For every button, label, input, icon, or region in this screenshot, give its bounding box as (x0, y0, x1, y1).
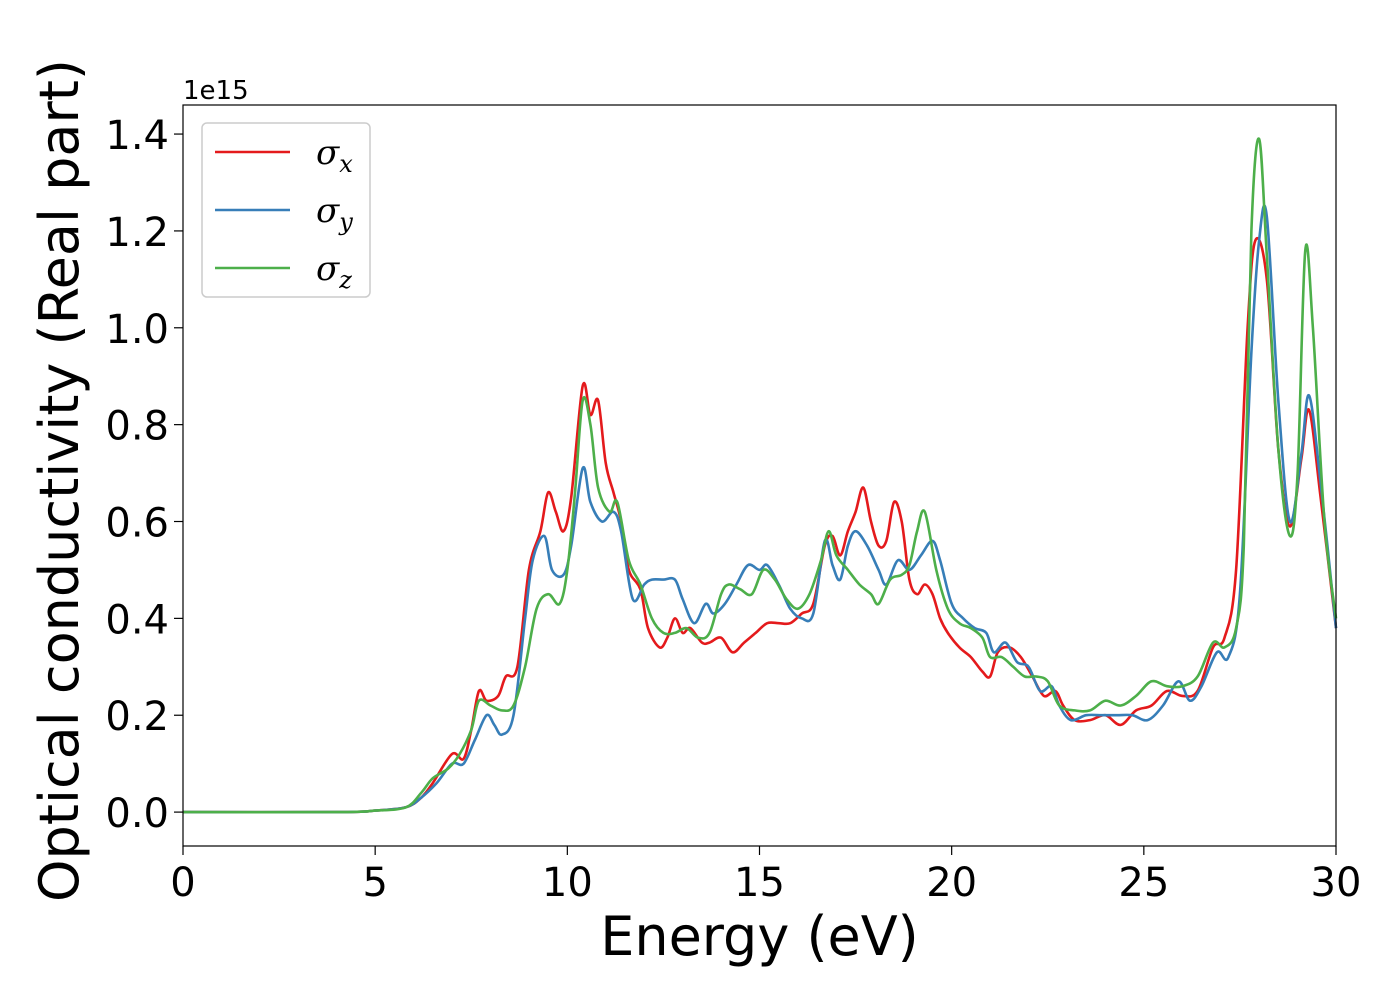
series-line-z (182, 137, 1338, 814)
series-layer (182, 137, 1338, 814)
legend-label-z: σz (316, 249, 352, 294)
x-tick-label: 30 (1311, 860, 1362, 906)
y-tick-label: 1.4 (105, 113, 169, 159)
y-tick-label: 0.0 (105, 791, 169, 837)
y-tick-label: 0.6 (105, 501, 169, 547)
y-tick-label: 1.2 (105, 210, 169, 256)
x-tick-label: 15 (734, 860, 785, 906)
series-line-x (182, 237, 1338, 814)
y-tick-label: 0.8 (105, 404, 169, 450)
legend-label-y: σy (316, 191, 353, 236)
series-line-y (182, 204, 1338, 814)
y-axis-title: Optical conductivity (Real part) (28, 59, 91, 902)
x-tick-label: 0 (170, 860, 195, 906)
x-tick-label: 5 (362, 860, 387, 906)
legend: σx σy σz (201, 122, 371, 298)
x-tick-label: 20 (926, 860, 977, 906)
y-tick-label: 1.0 (105, 307, 169, 353)
y-tick-label: 0.4 (105, 597, 169, 643)
x-tick-label: 10 (542, 860, 593, 906)
y-tick-label: 0.2 (105, 694, 169, 740)
x-axis-title: Energy (eV) (600, 905, 919, 968)
x-tick-label: 25 (1118, 860, 1169, 906)
x-axis-ticks: 0 5 10 15 20 25 30 (170, 846, 1361, 906)
legend-label-x: σx (316, 133, 353, 178)
y-offset-label: 1e15 (183, 76, 249, 106)
y-axis-ticks: 0.0 0.2 0.4 0.6 0.8 1.0 1.2 1.4 (105, 113, 183, 837)
